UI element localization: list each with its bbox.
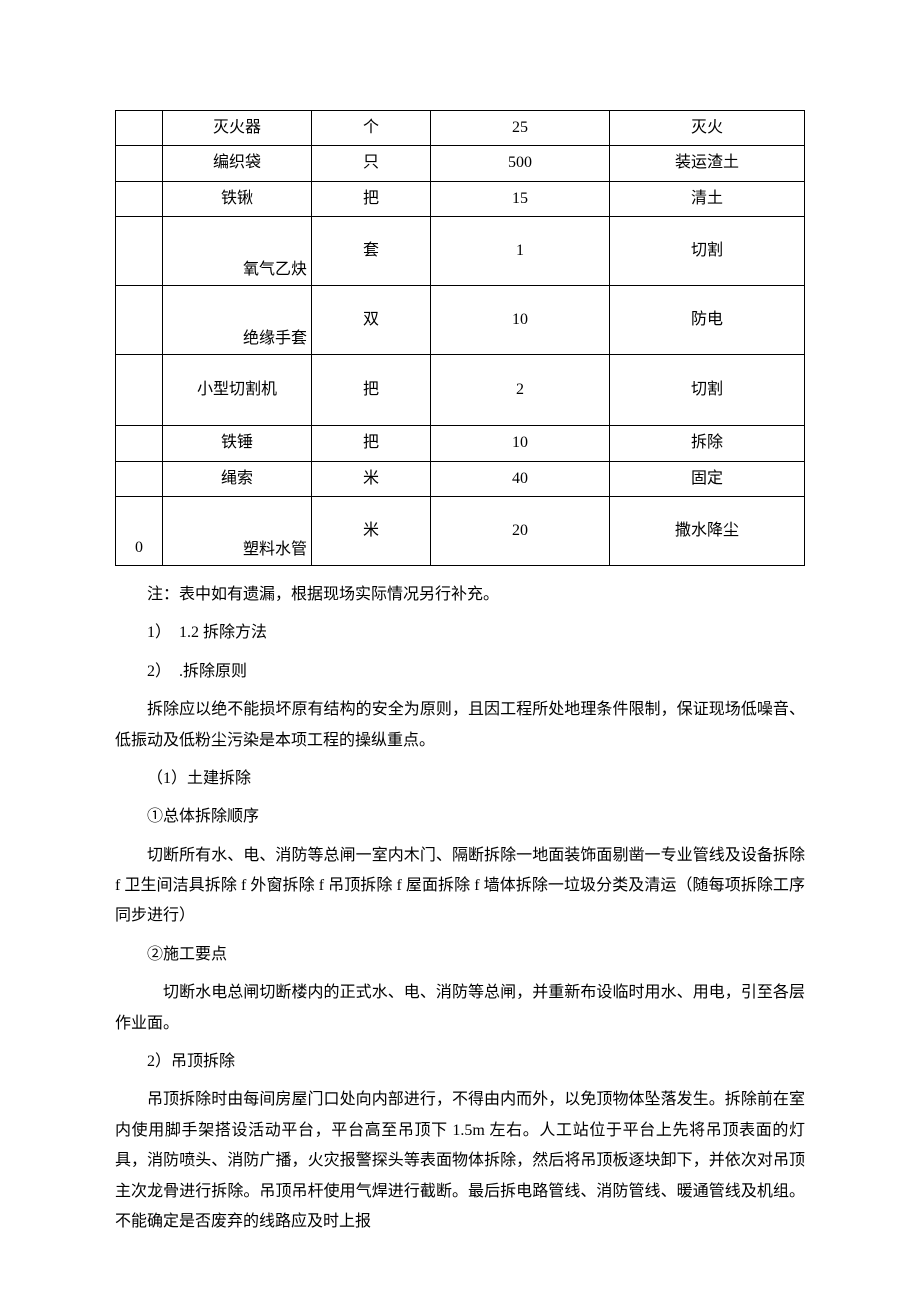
table-row: 氧气乙炔套1切割: [116, 217, 805, 286]
row-index-cell: [116, 181, 163, 216]
unit-cell: 把: [312, 355, 431, 426]
materials-table: 灭火器个25灭火编织袋只500装运渣土铁锹把15清土氧气乙炔套1切割绝缘手套双1…: [115, 110, 805, 566]
row-index-cell: [116, 355, 163, 426]
qty-cell: 15: [431, 181, 610, 216]
item-name-cell: 小型切割机: [163, 355, 312, 426]
table-row: 编织袋只500装运渣土: [116, 146, 805, 181]
paragraph: 切断水电总闸切断楼内的正式水、电、消防等总闸，并重新布设临时用水、用电，引至各层…: [115, 978, 805, 1039]
row-index-cell: [116, 426, 163, 461]
table-row: 灭火器个25灭火: [116, 111, 805, 146]
row-index-cell: [116, 217, 163, 286]
usage-cell: 固定: [610, 461, 805, 496]
usage-cell: 拆除: [610, 426, 805, 461]
usage-cell: 清土: [610, 181, 805, 216]
usage-cell: 切割: [610, 217, 805, 286]
table-row: 绳索米40固定: [116, 461, 805, 496]
table-row: 绝缘手套双10防电: [116, 286, 805, 355]
usage-cell: 撒水降尘: [610, 496, 805, 565]
unit-cell: 把: [312, 426, 431, 461]
item-name-cell: 铁锤: [163, 426, 312, 461]
table-body: 灭火器个25灭火编织袋只500装运渣土铁锹把15清土氧气乙炔套1切割绝缘手套双1…: [116, 111, 805, 566]
row-index-cell: [116, 146, 163, 181]
item-name-cell: 氧气乙炔: [163, 217, 312, 286]
table-row: 铁锤把10拆除: [116, 426, 805, 461]
qty-cell: 25: [431, 111, 610, 146]
unit-cell: 套: [312, 217, 431, 286]
usage-cell: 灭火: [610, 111, 805, 146]
usage-cell: 切割: [610, 355, 805, 426]
qty-cell: 1: [431, 217, 610, 286]
row-index-cell: [116, 461, 163, 496]
item-name-cell: 塑料水管: [163, 496, 312, 565]
paragraph: （1）土建拆除: [115, 764, 805, 794]
row-index-cell: 0: [116, 496, 163, 565]
document-page: 灭火器个25灭火编织袋只500装运渣土铁锹把15清土氧气乙炔套1切割绝缘手套双1…: [0, 0, 920, 1305]
qty-cell: 2: [431, 355, 610, 426]
unit-cell: 双: [312, 286, 431, 355]
qty-cell: 500: [431, 146, 610, 181]
qty-cell: 20: [431, 496, 610, 565]
usage-cell: 防电: [610, 286, 805, 355]
row-index-cell: [116, 286, 163, 355]
paragraph: ②施工要点: [115, 940, 805, 970]
qty-cell: 40: [431, 461, 610, 496]
qty-cell: 10: [431, 426, 610, 461]
item-name-cell: 绝缘手套: [163, 286, 312, 355]
unit-cell: 把: [312, 181, 431, 216]
paragraph: 2）吊顶拆除: [115, 1047, 805, 1077]
paragraph: 吊顶拆除时由每间房屋门口处向内部进行，不得由内而外，以免顶物体坠落发生。拆除前在…: [115, 1085, 805, 1237]
item-name-cell: 绳索: [163, 461, 312, 496]
table-row: 0塑料水管米20撒水降尘: [116, 496, 805, 565]
unit-cell: 米: [312, 496, 431, 565]
section-heading: 1） 1.2 拆除方法: [115, 618, 805, 648]
usage-cell: 装运渣土: [610, 146, 805, 181]
section-heading: 2） .拆除原则: [115, 657, 805, 687]
unit-cell: 个: [312, 111, 431, 146]
item-name-cell: 编织袋: [163, 146, 312, 181]
item-name-cell: 铁锹: [163, 181, 312, 216]
table-row: 小型切割机把2切割: [116, 355, 805, 426]
unit-cell: 只: [312, 146, 431, 181]
paragraph: 切断所有水、电、消防等总闸一室内木门、隔断拆除一地面装饰面剔凿一专业管线及设备拆…: [115, 841, 805, 932]
unit-cell: 米: [312, 461, 431, 496]
table-row: 铁锹把15清土: [116, 181, 805, 216]
item-name-cell: 灭火器: [163, 111, 312, 146]
qty-cell: 10: [431, 286, 610, 355]
row-index-cell: [116, 111, 163, 146]
table-note: 注：表中如有遗漏，根据现场实际情况另行补充。: [115, 580, 805, 610]
paragraph: 拆除应以绝不能损坏原有结构的安全为原则，且因工程所处地理条件限制，保证现场低噪音…: [115, 695, 805, 756]
paragraph: ①总体拆除顺序: [115, 802, 805, 832]
